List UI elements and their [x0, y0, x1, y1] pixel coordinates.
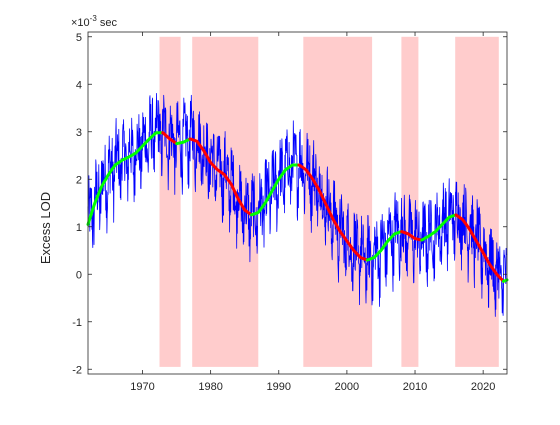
trend-segment-10 [454, 213, 505, 283]
x-tick-label: 1990 [267, 381, 291, 393]
y-tick-label: 1 [76, 222, 82, 234]
plot-frame [87, 31, 508, 375]
y-tick-label: -2 [72, 364, 82, 376]
y-tick-label: 3 [76, 127, 82, 139]
trend-segment-5 [249, 163, 301, 217]
axes-box [87, 31, 508, 375]
trend-segment-7 [365, 230, 404, 262]
trend-segment-9 [420, 213, 458, 242]
shaded-interval-1 [159, 36, 181, 367]
trend-segment-1 [86, 131, 165, 226]
y-tick-label: -1 [72, 317, 82, 329]
y-exponent-power: -3 [90, 14, 98, 23]
x-tick-label: 2000 [335, 381, 359, 393]
trend-segment-11 [502, 278, 509, 283]
x-tick-label: 1970 [130, 381, 154, 393]
x-tick-label: 1980 [198, 381, 222, 393]
trend-segment-8 [400, 230, 424, 242]
x-axis-ticks: 1970 1980 1990 2000 2010 2020 [130, 32, 495, 393]
trend-segment-4 [188, 137, 253, 217]
trend-segment-3 [175, 137, 192, 146]
trend-segment-2 [161, 131, 179, 146]
y-tick-label: 2 [76, 174, 82, 186]
y-tick-label: 5 [76, 32, 82, 44]
y-unit: sec [97, 17, 118, 29]
raw-lod-line [87, 93, 508, 317]
y-tick-label: 0 [76, 269, 82, 281]
raw-series [87, 93, 508, 317]
y-tick-label: 4 [76, 79, 82, 91]
y-axis-title: Excess LOD [38, 192, 53, 264]
y-exponent-label: ×10-3 sec [71, 14, 117, 29]
y-axis-ticks: -2 -1 0 1 2 3 4 5 [72, 32, 507, 376]
trend-series [86, 131, 509, 283]
x-tick-label: 2020 [471, 381, 495, 393]
y-exponent-base: ×10 [71, 17, 90, 29]
x-tick-label: 2010 [403, 381, 427, 393]
shaded-interval-3 [303, 36, 373, 367]
trend-segment-6 [297, 163, 369, 262]
